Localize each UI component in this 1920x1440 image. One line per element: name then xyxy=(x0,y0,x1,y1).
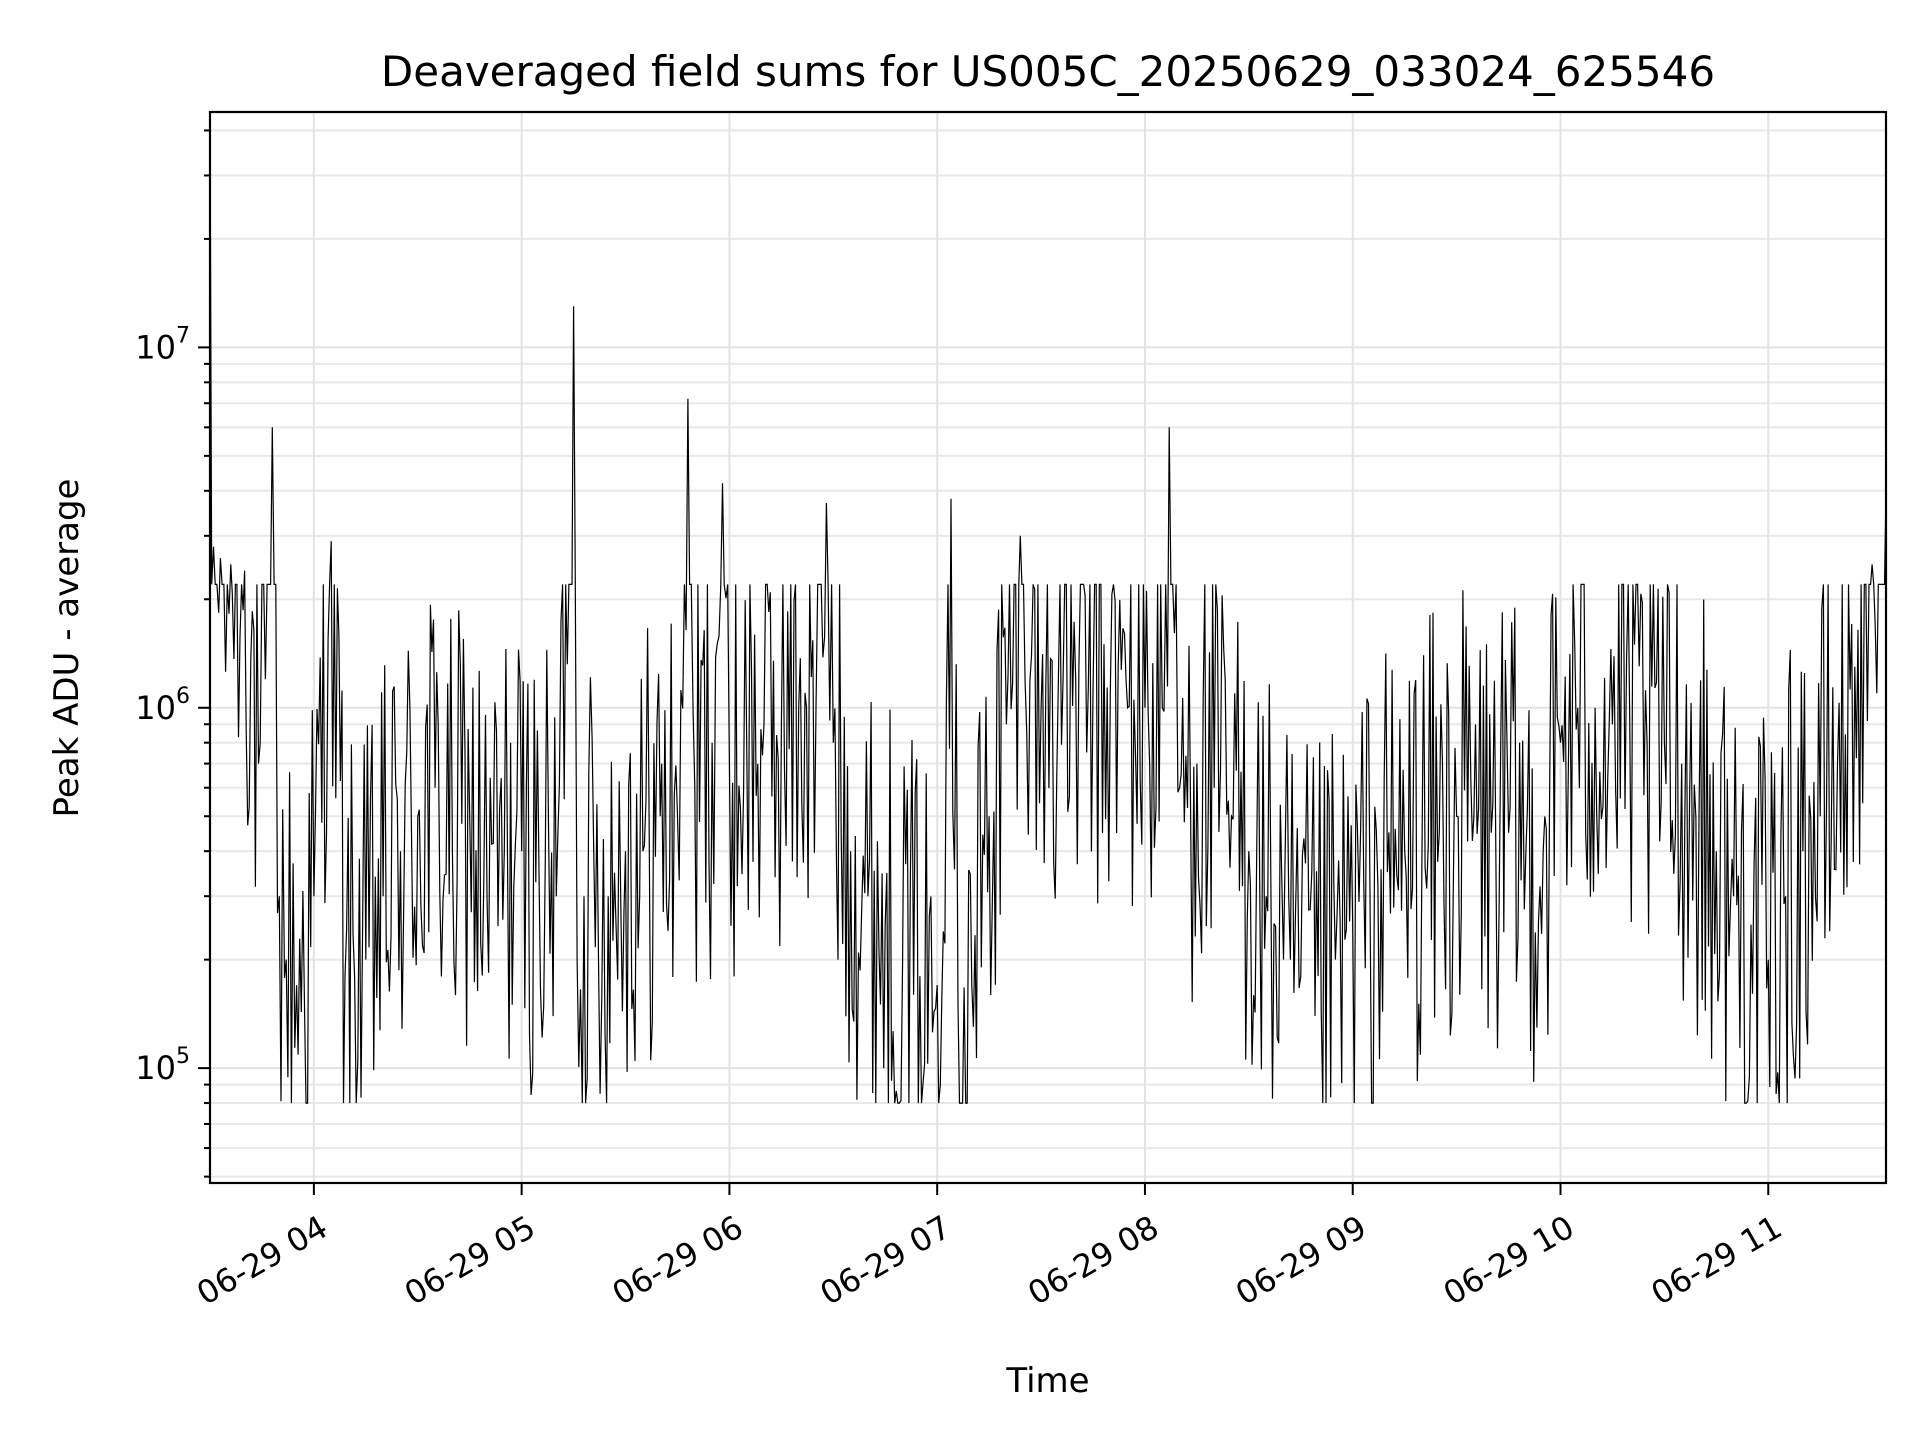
x-tick-label: 06-29 09 xyxy=(1229,1208,1373,1313)
y-axis: 105 106 107 xyxy=(135,129,210,1178)
series-layer xyxy=(209,111,1887,1104)
x-tick-label: 06-29 04 xyxy=(190,1208,334,1313)
x-tick-label: 06-29 07 xyxy=(814,1208,958,1313)
x-tick-label: 06-29 06 xyxy=(606,1208,750,1313)
plot-frame xyxy=(208,110,1888,1185)
y-axis-label: Peak ADU - average xyxy=(47,479,87,818)
y-tick-label: 106 xyxy=(135,684,190,727)
y-tick-label: 105 xyxy=(135,1044,190,1087)
x-tick-label: 06-29 08 xyxy=(1021,1208,1165,1313)
y-tick-label: 107 xyxy=(135,323,190,366)
x-tick-label: 06-29 05 xyxy=(398,1208,542,1313)
x-axis-label: Time xyxy=(1005,1361,1089,1401)
x-tick-label: 06-29 10 xyxy=(1437,1208,1581,1313)
chart-title: Deaveraged field sums for US005C_2025062… xyxy=(381,47,1715,96)
x-axis: 06-29 04 06-29 05 06-29 06 06-29 07 06-29 08… xyxy=(190,1183,1788,1313)
series-line-0 xyxy=(209,111,1887,1104)
x-tick-label: 06-29 11 xyxy=(1645,1208,1789,1313)
